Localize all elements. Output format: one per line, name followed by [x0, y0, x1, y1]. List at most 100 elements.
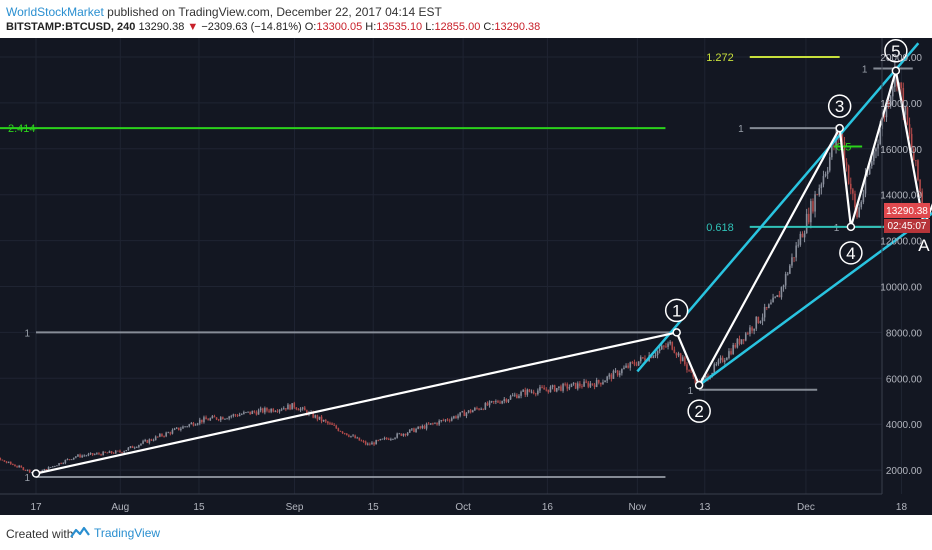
candle-body [614, 370, 617, 372]
candle-body [555, 388, 558, 392]
candle-body [335, 425, 338, 429]
last-price-tag [884, 202, 930, 218]
candle-body [123, 451, 125, 453]
candle-body [58, 463, 60, 466]
candle-body [207, 419, 209, 421]
candle-body [255, 412, 258, 415]
reference-level-label: 1 [24, 473, 30, 484]
tradingview-brand[interactable]: TradingView [70, 523, 160, 543]
candle-body [686, 364, 688, 370]
candle-body [734, 344, 737, 348]
candle-body [205, 417, 207, 420]
candle-body [917, 160, 919, 180]
wave-point [835, 123, 844, 133]
time-tick-label: Sep [286, 502, 304, 513]
wave-point [846, 222, 856, 232]
candle-body [114, 450, 117, 454]
candle-body [553, 385, 556, 392]
candle-body [314, 415, 317, 418]
candle-body [390, 438, 392, 440]
candle-body [348, 435, 350, 437]
wave-label-circle [664, 298, 689, 323]
candle-body [270, 408, 272, 412]
candle-body [72, 457, 75, 460]
candle-body [885, 101, 888, 118]
time-axis[interactable]: 17Aug15Sep15Oct16Nov13Dec18201815 [0, 493, 932, 513]
candle-body [75, 456, 77, 458]
candle-body [919, 179, 921, 192]
candle-body [921, 191, 923, 206]
author-link[interactable]: WorldStockMarket [6, 5, 104, 19]
candle-body [576, 383, 579, 389]
candle-body [610, 374, 613, 379]
candle-body [606, 376, 608, 381]
candle-body [350, 435, 352, 437]
candle-body [625, 365, 627, 368]
close-label: C: [483, 21, 495, 33]
candle-body [526, 389, 529, 395]
high-value: 13535.10 [376, 21, 423, 33]
candle-body [226, 418, 228, 420]
candle-body [320, 416, 323, 422]
candle-body [768, 304, 770, 309]
footer: Created with TradingView [0, 515, 932, 550]
candle-body [394, 437, 396, 439]
candle-body [629, 362, 632, 368]
candle-body [163, 436, 165, 437]
price-tick-label: 16000.00 [880, 145, 922, 156]
candle-body [786, 273, 789, 275]
candle-body [28, 469, 31, 473]
candle-body [719, 357, 722, 361]
candle-body [717, 360, 720, 365]
time-tick-label: 15 [368, 502, 380, 513]
candle-body [461, 411, 464, 413]
candle-body [444, 419, 447, 421]
candle-body [135, 447, 138, 448]
candle-body [474, 408, 476, 411]
candle-body [637, 361, 640, 366]
candle-body [585, 381, 587, 383]
elliott-wave: 12345ABC [31, 39, 932, 478]
candle-body [150, 439, 153, 441]
candle-body [810, 201, 812, 223]
wave-label: 4 [846, 244, 855, 263]
candle-body [673, 349, 676, 353]
candle-body [119, 450, 121, 453]
candle-body [822, 175, 825, 185]
candle-body [789, 265, 791, 274]
candle-body [62, 463, 65, 464]
candle-body [476, 408, 478, 409]
candle-body [98, 453, 100, 455]
wave-label: 5 [891, 42, 900, 61]
candle-body [681, 357, 684, 362]
candle-body [299, 408, 302, 411]
candle-body [196, 423, 199, 425]
candle-body [694, 376, 697, 384]
wave-point [891, 66, 901, 76]
candle-body [665, 346, 667, 348]
candle-body [826, 170, 829, 174]
candle-body [511, 395, 514, 397]
last-price-label: 13290.38 [886, 206, 928, 217]
candle-body [236, 415, 239, 417]
price-axis[interactable]: 2000.00 4000.00 6000.00 8000.00 10000.00 1200… [880, 38, 930, 494]
candle-body [1, 459, 4, 461]
price-tick-label: 20000.00 [880, 53, 922, 64]
candle-body [26, 469, 29, 471]
grid [0, 38, 902, 494]
countdown-tag [884, 218, 930, 233]
candle-body [364, 441, 367, 445]
candle-body [516, 394, 518, 399]
candle-body [560, 386, 562, 391]
candle-body [780, 287, 783, 298]
created-with-label: Created with [6, 527, 74, 541]
candle-body [177, 427, 180, 430]
channel-line [698, 211, 932, 387]
candle-body [742, 339, 745, 341]
candle-body [47, 467, 50, 471]
candle-body [144, 440, 146, 442]
candle-body [864, 174, 867, 194]
candle-body [566, 384, 569, 389]
